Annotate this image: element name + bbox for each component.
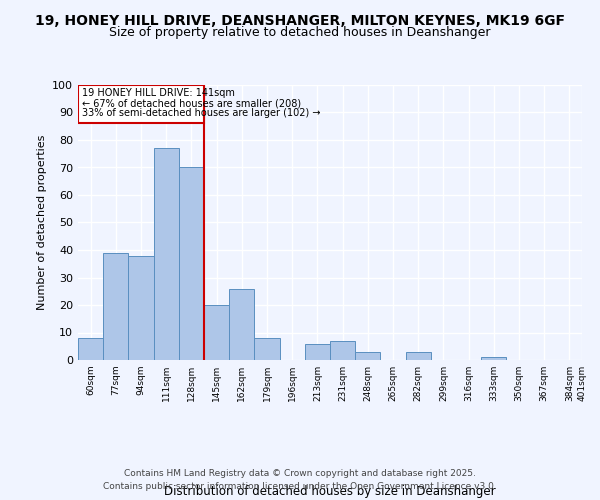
Bar [179, 168, 204, 360]
Text: Size of property relative to detached houses in Deanshanger: Size of property relative to detached ho… [109, 26, 491, 39]
Text: ← 67% of detached houses are smaller (208): ← 67% of detached houses are smaller (20… [82, 98, 301, 108]
Bar [204, 305, 229, 360]
FancyBboxPatch shape [78, 85, 204, 124]
Text: 19, HONEY HILL DRIVE, DEANSHANGER, MILTON KEYNES, MK19 6GF: 19, HONEY HILL DRIVE, DEANSHANGER, MILTO… [35, 14, 565, 28]
Bar [305, 344, 330, 360]
Bar [103, 253, 128, 360]
Text: Contains HM Land Registry data © Crown copyright and database right 2025.: Contains HM Land Registry data © Crown c… [124, 468, 476, 477]
Bar [254, 338, 280, 360]
X-axis label: Distribution of detached houses by size in Deanshanger: Distribution of detached houses by size … [164, 484, 496, 498]
Bar [78, 338, 103, 360]
Bar [481, 357, 506, 360]
Text: 33% of semi-detached houses are larger (102) →: 33% of semi-detached houses are larger (… [82, 108, 320, 118]
Text: 19 HONEY HILL DRIVE: 141sqm: 19 HONEY HILL DRIVE: 141sqm [82, 88, 235, 99]
Text: Contains public sector information licensed under the Open Government Licence v3: Contains public sector information licen… [103, 482, 497, 491]
Bar [128, 256, 154, 360]
Y-axis label: Number of detached properties: Number of detached properties [37, 135, 47, 310]
Bar [330, 341, 355, 360]
Bar [154, 148, 179, 360]
Bar [355, 352, 380, 360]
Bar [406, 352, 431, 360]
Bar [229, 288, 254, 360]
